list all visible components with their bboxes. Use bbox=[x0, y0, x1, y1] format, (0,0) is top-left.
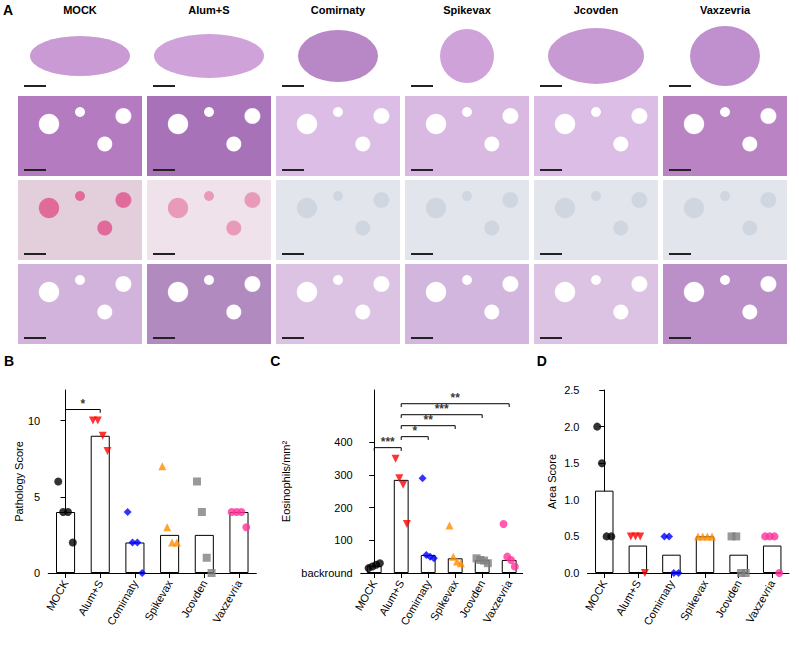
svg-text:MOCK: MOCK bbox=[583, 577, 610, 612]
svg-text:10: 10 bbox=[28, 415, 40, 427]
svg-text:1.0: 1.0 bbox=[564, 494, 579, 506]
svg-text:2.5: 2.5 bbox=[564, 384, 579, 396]
svg-text:**: ** bbox=[424, 413, 434, 427]
svg-text:Jcovden: Jcovden bbox=[713, 578, 744, 619]
svg-text:Eosinophils/mm²: Eosinophils/mm² bbox=[280, 441, 292, 523]
svg-text:1.5: 1.5 bbox=[564, 457, 579, 469]
svg-text:**: ** bbox=[451, 391, 461, 405]
svg-text:***: *** bbox=[381, 435, 395, 449]
svg-text:Comirnaty: Comirnaty bbox=[398, 578, 434, 628]
svg-text:400: 400 bbox=[334, 436, 352, 448]
svg-text:5: 5 bbox=[34, 491, 40, 503]
html-text:MOCK: MOCK bbox=[63, 4, 97, 16]
html-text:Comirnaty: Comirnaty bbox=[310, 4, 366, 16]
svg-text:Area Score: Area Score bbox=[546, 454, 558, 509]
svg-text:Spikevax: Spikevax bbox=[428, 578, 461, 623]
html-text:Alum+S: Alum+S bbox=[188, 4, 230, 16]
svg-text:200: 200 bbox=[334, 502, 352, 514]
svg-text:Spikevax: Spikevax bbox=[678, 578, 711, 623]
svg-text:2.0: 2.0 bbox=[564, 421, 579, 433]
svg-text:*: * bbox=[81, 397, 86, 411]
svg-text:Vaxzevria: Vaxzevria bbox=[480, 577, 515, 625]
html-text:A: A bbox=[3, 2, 14, 18]
html-text:Jcovden: Jcovden bbox=[573, 4, 619, 16]
svg-text:Vaxzevria: Vaxzevria bbox=[210, 577, 245, 625]
svg-text:C: C bbox=[270, 353, 280, 369]
svg-text:Vaxzevria: Vaxzevria bbox=[743, 577, 778, 625]
svg-text:Comirnaty: Comirnaty bbox=[641, 578, 677, 628]
svg-text:MOCK: MOCK bbox=[44, 577, 71, 612]
svg-text:0.5: 0.5 bbox=[564, 530, 579, 542]
html-text:Spikevax: Spikevax bbox=[443, 4, 491, 16]
svg-text:Jcovden: Jcovden bbox=[456, 578, 488, 620]
html-text:Vaxzevria: Vaxzevria bbox=[699, 4, 751, 16]
svg-text:Alum+S: Alum+S bbox=[76, 578, 106, 618]
svg-text:D: D bbox=[537, 353, 547, 369]
svg-text:100: 100 bbox=[334, 534, 352, 546]
svg-text:Comirnaty: Comirnaty bbox=[105, 578, 141, 628]
svg-text:0.0: 0.0 bbox=[564, 567, 579, 579]
svg-text:0: 0 bbox=[34, 567, 40, 579]
svg-text:Jcovden: Jcovden bbox=[179, 578, 210, 619]
svg-text:***: *** bbox=[435, 402, 449, 416]
svg-text:B: B bbox=[4, 353, 14, 369]
svg-text:300: 300 bbox=[334, 469, 352, 481]
svg-text:backround: backround bbox=[301, 567, 352, 579]
svg-text:MOCK: MOCK bbox=[353, 577, 380, 612]
svg-text:Alum+S: Alum+S bbox=[377, 578, 407, 618]
svg-text:*: * bbox=[412, 424, 417, 438]
svg-text:Alum+S: Alum+S bbox=[613, 578, 643, 618]
svg-text:Spikevax: Spikevax bbox=[142, 578, 175, 623]
svg-text:Pathology Score: Pathology Score bbox=[13, 441, 25, 522]
